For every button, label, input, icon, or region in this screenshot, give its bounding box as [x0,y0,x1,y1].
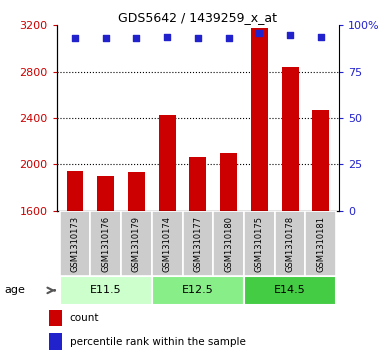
Bar [152,211,183,276]
Bar [251,28,268,211]
Text: GSM1310181: GSM1310181 [316,216,325,272]
Text: percentile rank within the sample: percentile rank within the sample [70,337,246,347]
Text: GSM1310175: GSM1310175 [255,216,264,272]
Text: GSM1310179: GSM1310179 [132,216,141,272]
Text: count: count [70,313,99,323]
Bar [312,110,329,211]
Bar [121,211,152,276]
Bar [67,171,83,211]
Point [103,36,109,41]
Text: GSM1310173: GSM1310173 [71,216,80,272]
Bar [190,157,206,211]
Bar [49,310,62,326]
Text: age: age [4,285,25,295]
Bar [305,211,336,276]
Bar [128,172,145,211]
Bar [244,211,275,276]
Text: GSM1310178: GSM1310178 [285,216,294,272]
Text: GSM1310180: GSM1310180 [224,216,233,272]
Bar [244,276,336,305]
Bar [183,211,213,276]
Point [318,34,324,40]
Text: GSM1310174: GSM1310174 [163,216,172,272]
Text: E12.5: E12.5 [182,285,214,295]
Bar [97,176,114,211]
Text: E11.5: E11.5 [90,285,122,295]
Text: GSM1310176: GSM1310176 [101,216,110,272]
Bar [60,276,152,305]
Bar [90,211,121,276]
Bar [60,211,90,276]
Bar [159,114,176,211]
Bar [152,276,244,305]
Bar [49,333,62,350]
Point [195,36,201,41]
Bar [220,153,237,211]
Text: E14.5: E14.5 [274,285,306,295]
Bar [282,67,299,211]
Point [225,36,232,41]
Bar [275,211,305,276]
Point [287,32,293,38]
Point [72,36,78,41]
Point [133,36,140,41]
Point [164,34,170,40]
Point [256,30,262,36]
Text: GSM1310177: GSM1310177 [193,216,202,272]
Bar [213,211,244,276]
Title: GDS5642 / 1439259_x_at: GDS5642 / 1439259_x_at [119,11,277,24]
